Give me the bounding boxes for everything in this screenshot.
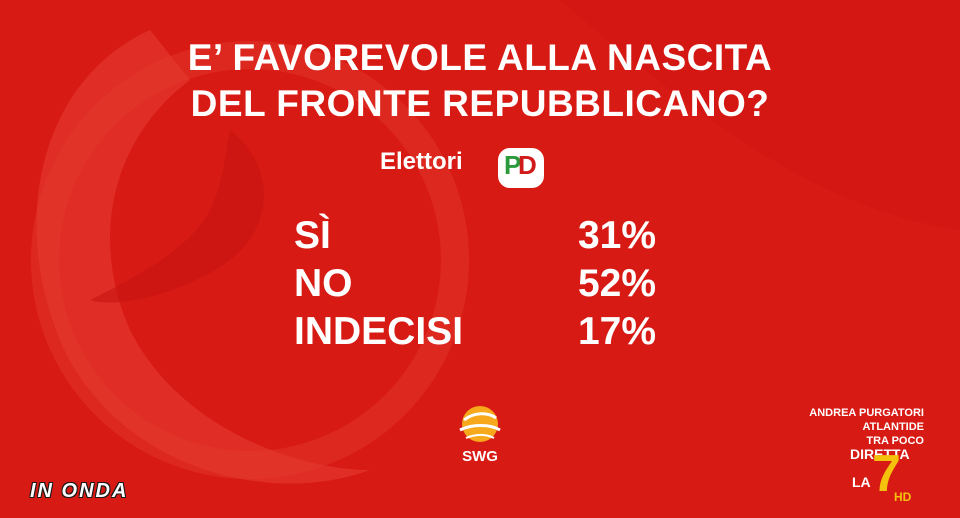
result-value: 52%: [577, 262, 656, 305]
upcoming-program: ANDREA PURGATORI ATLANTIDE TRA POCO: [809, 406, 924, 448]
la7-logo-icon: 7: [872, 445, 901, 503]
result-value: 17%: [577, 310, 656, 353]
result-value: 31%: [577, 214, 656, 257]
channel-la-label: LA: [852, 474, 871, 490]
promo-line: TRA POCO: [866, 435, 924, 447]
promo-line: ANDREA PURGATORI: [809, 407, 924, 419]
hd-badge: HD: [894, 490, 912, 504]
promo-line: ATLANTIDE: [862, 421, 924, 433]
result-label: SÌ: [294, 214, 331, 257]
result-label: INDECISI: [294, 310, 464, 353]
swg-label: SWG: [462, 448, 498, 465]
question-title-line2: DEL FRONTE REPUBBLICANO?: [190, 83, 770, 124]
diretta-label: DIRETTA: [850, 446, 910, 462]
result-row-indecisi: INDECISI 17%: [294, 310, 664, 356]
swg-globe-icon: [459, 406, 501, 442]
swg-source-logo: SWG: [450, 402, 510, 472]
result-row-no: NO 52%: [294, 262, 664, 308]
question-title-line1: E’ FAVOREVOLE ALLA NASCITA: [187, 37, 773, 78]
voters-subtitle: Elettori: [380, 148, 463, 175]
result-label: NO: [294, 262, 353, 305]
result-row-si: SÌ 31%: [294, 214, 664, 260]
show-logo: IN ONDA: [30, 480, 129, 502]
